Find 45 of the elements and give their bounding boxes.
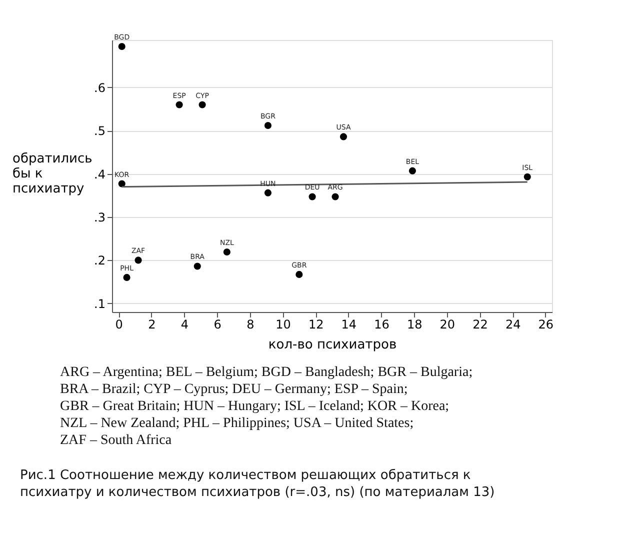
point bbox=[264, 122, 272, 130]
text: Рис.1 Соотношение между количеством решающих обратиться к bbox=[20, 468, 471, 483]
point bbox=[408, 167, 416, 174]
point bbox=[134, 256, 142, 264]
point bbox=[194, 262, 201, 270]
point bbox=[524, 173, 531, 180]
x-tick-label: 26 bbox=[538, 318, 554, 332]
x-tick-label: 6 bbox=[214, 318, 222, 332]
y-tick-label: .2 bbox=[94, 254, 106, 268]
x-tick-label: 18 bbox=[406, 318, 422, 332]
text: ZAF – South Africa bbox=[60, 433, 172, 448]
x-tick-label: 10 bbox=[276, 318, 291, 332]
y-tick-label: .3 bbox=[94, 210, 106, 225]
x-tick-label: 2 bbox=[148, 318, 156, 332]
y-tick-label: .6 bbox=[94, 80, 106, 95]
point bbox=[118, 42, 126, 50]
point bbox=[176, 101, 183, 108]
y-tick-label: .1 bbox=[94, 296, 106, 311]
y-tick-label: .4 bbox=[94, 167, 106, 182]
x-tick-label: 24 bbox=[505, 318, 521, 332]
x-tick-label: 20 bbox=[440, 318, 456, 332]
point bbox=[118, 180, 126, 188]
y-axis-title: обратились бы к психиатру bbox=[12, 152, 92, 196]
x-tick-label: 0 bbox=[115, 318, 123, 332]
point bbox=[198, 101, 206, 108]
point bbox=[264, 189, 272, 196]
x-tick-label: 22 bbox=[472, 318, 488, 332]
point bbox=[332, 193, 339, 200]
text: ARG – Argentina; BEL – Belgium; BGD – Bangladesh; BGR – Bulgaria; bbox=[60, 365, 473, 380]
y-tick-label: .5 bbox=[94, 124, 106, 138]
x-tick-label: 4 bbox=[180, 318, 189, 332]
text: BRA – Brazil; CYP – Cyprus; DEU – Germany; ESP – Spain; bbox=[60, 382, 408, 397]
x-tick-label: 16 bbox=[374, 318, 390, 332]
text: психиатру и количеством психиатров (r=.03, ns) (по материалам 13) bbox=[20, 485, 495, 500]
point bbox=[340, 133, 348, 140]
x-tick-label: 14 bbox=[341, 318, 357, 332]
x-tick-label: 12 bbox=[308, 318, 324, 332]
point bbox=[223, 248, 230, 256]
point bbox=[296, 270, 303, 278]
text: NZL – New Zealand; PHL – Philippines; USA – United States; bbox=[60, 416, 414, 431]
point bbox=[308, 193, 316, 200]
point bbox=[123, 274, 130, 281]
x-axis-title: кол-во психиатров bbox=[268, 338, 397, 352]
text: GBR – Great Britain; HUN – Hungary; ISL – Iceland; KOR – Korea; bbox=[60, 399, 450, 414]
x-tick-label: 8 bbox=[246, 318, 254, 332]
